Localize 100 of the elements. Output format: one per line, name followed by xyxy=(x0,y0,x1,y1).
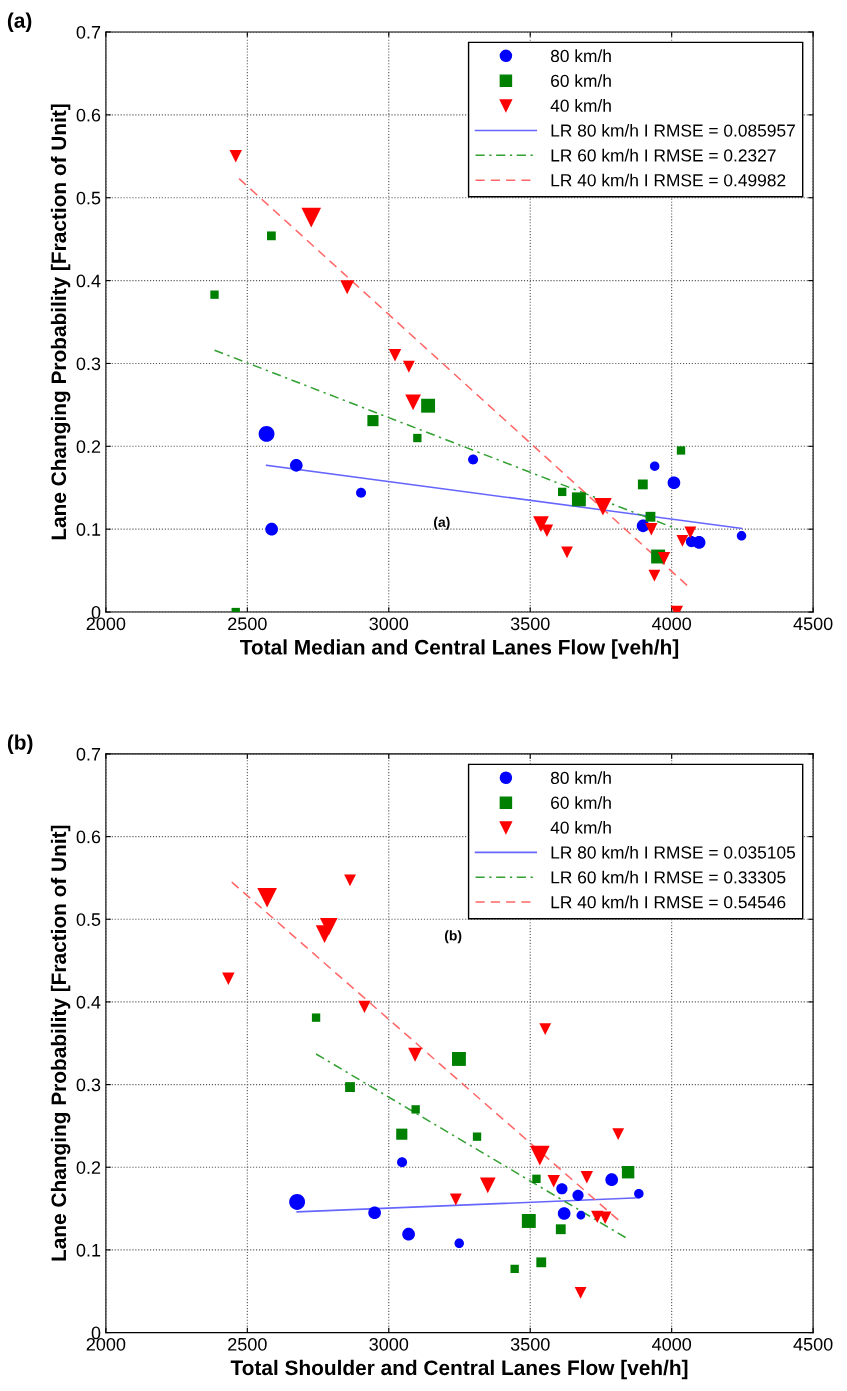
y-tick-label: 0.1 xyxy=(76,1243,101,1257)
y-tick-label: 0.7 xyxy=(76,25,101,39)
y-tick-label: 0.7 xyxy=(76,747,101,761)
point xyxy=(540,524,554,538)
point xyxy=(345,1082,355,1092)
point xyxy=(402,1227,415,1241)
point xyxy=(645,511,656,522)
y-tick-label: 0.6 xyxy=(76,830,101,844)
point xyxy=(510,1264,519,1274)
point xyxy=(580,1170,594,1184)
point xyxy=(692,536,706,549)
point xyxy=(229,150,242,163)
legend-label: LR 40 km/h I RMSE = 0.54546 xyxy=(551,895,786,909)
legend-label: 60 km/h xyxy=(551,74,611,87)
y-tick-label: 0.5 xyxy=(76,913,101,926)
point xyxy=(468,454,479,465)
legend-label: LR 60 km/h I RMSE = 0.33305 xyxy=(551,870,786,884)
point xyxy=(340,280,355,295)
y-tick-label: 0.6 xyxy=(76,108,101,122)
point xyxy=(561,546,573,559)
point xyxy=(266,231,276,241)
x-tick-label: 4500 xyxy=(793,617,833,631)
point xyxy=(645,522,658,536)
point xyxy=(557,1207,571,1220)
legend-label: 80 km/h xyxy=(550,771,611,785)
y-tick-label: 0.4 xyxy=(76,274,101,288)
point xyxy=(358,1000,371,1014)
x-tick-label: 2500 xyxy=(228,617,267,631)
point xyxy=(367,415,379,427)
y-tick-label: 0.5 xyxy=(76,191,101,205)
point xyxy=(396,1128,408,1140)
legend-label: 40 km/h xyxy=(550,99,611,112)
point xyxy=(368,1206,381,1220)
annotation: (b) xyxy=(444,930,462,944)
x-tick-label: 4000 xyxy=(652,617,692,631)
point xyxy=(413,433,422,443)
point xyxy=(556,1183,568,1195)
point xyxy=(397,1157,408,1168)
legend-label: LR 60 km/h I RMSE = 0.2327 xyxy=(551,148,776,162)
legend-label: 60 km/h xyxy=(551,796,611,809)
point xyxy=(402,360,415,373)
point xyxy=(667,476,681,490)
point xyxy=(684,526,697,539)
point xyxy=(539,1023,552,1036)
point xyxy=(574,1287,587,1299)
point xyxy=(411,1105,420,1114)
x-tick-label: 3500 xyxy=(510,617,550,631)
legend-label: LR 80 km/h I RMSE = 0.035105 xyxy=(551,845,796,859)
x-axis-title: Total Median and Central Lanes Flow [veh/h] xyxy=(240,639,679,659)
point xyxy=(576,1210,586,1220)
x-axis-title: Total Shoulder and Central Lanes Flow [veh/h] xyxy=(230,1359,688,1380)
legend-label: 80 km/h xyxy=(550,49,611,63)
point xyxy=(648,569,661,582)
point xyxy=(612,1128,625,1141)
x-tick-label: 4500 xyxy=(793,1337,833,1351)
point xyxy=(649,461,660,471)
point xyxy=(555,1224,566,1235)
y-tick-label: 0.3 xyxy=(76,1078,101,1092)
point xyxy=(222,972,235,985)
y-tick-label: 0 xyxy=(91,605,101,619)
y-tick-label: 0.1 xyxy=(76,523,101,536)
point xyxy=(311,1013,321,1022)
annotation: (a) xyxy=(434,516,450,530)
point xyxy=(449,1193,462,1206)
point xyxy=(558,487,567,497)
point xyxy=(536,1257,547,1268)
y-tick-label: 0.2 xyxy=(76,1161,101,1174)
point xyxy=(634,1188,644,1199)
x-tick-label: 2000 xyxy=(86,617,126,631)
text: (b) xyxy=(7,734,33,754)
x-tick-label: 3500 xyxy=(510,1337,550,1351)
point xyxy=(676,534,689,547)
point xyxy=(472,1132,482,1141)
point xyxy=(532,1174,541,1183)
point xyxy=(657,551,671,565)
y-tick-label: 0.3 xyxy=(76,357,101,371)
x-tick-label: 2500 xyxy=(228,1337,267,1351)
point xyxy=(676,446,686,455)
x-tick-label: 3000 xyxy=(369,1337,409,1351)
y-tick-label: 0.2 xyxy=(76,440,101,454)
y-axis-title: Lane Changing Probability [Fraction of Unit] xyxy=(50,825,71,1261)
point xyxy=(605,1173,619,1186)
point xyxy=(265,522,278,536)
x-tick-label: 3000 xyxy=(369,617,409,631)
x-tick-label: 2000 xyxy=(86,1337,126,1351)
point xyxy=(289,459,303,472)
y-axis-title: Lane Changing Probability [Fraction of Unit] xyxy=(50,104,71,540)
point xyxy=(356,487,367,498)
point xyxy=(388,348,402,362)
point xyxy=(572,1189,584,1201)
y-tick-label: 0 xyxy=(91,1326,101,1340)
point xyxy=(533,516,549,533)
text: (a) xyxy=(7,12,32,32)
point xyxy=(736,531,747,541)
legend-label: LR 80 km/h I RMSE = 0.085957 xyxy=(551,123,795,137)
legend-label: LR 40 km/h I RMSE = 0.49982 xyxy=(551,173,786,187)
x-tick-label: 4000 xyxy=(652,1337,692,1351)
point xyxy=(637,479,648,490)
y-tick-label: 0.4 xyxy=(76,995,101,1009)
legend-label: 40 km/h xyxy=(550,821,611,834)
